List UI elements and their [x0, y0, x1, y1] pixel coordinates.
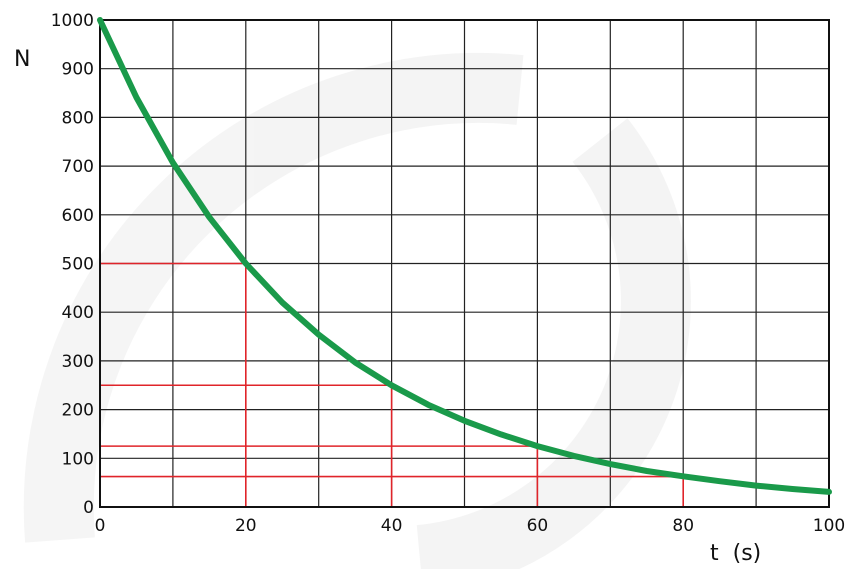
- y-tick-label: 300: [62, 352, 94, 372]
- x-tick-label: 20: [235, 516, 257, 536]
- y-tick-label: 100: [62, 449, 94, 469]
- x-tick-label: 100: [813, 516, 845, 536]
- y-tick-label: 900: [62, 60, 94, 80]
- x-tick-label: 0: [95, 516, 106, 536]
- y-tick-label: 700: [62, 157, 94, 177]
- y-tick-label: 500: [62, 255, 94, 275]
- y-axis-ticks: 0 100 200 300 400 500 600 700 800 900 1000: [51, 11, 94, 518]
- x-axis-label: t (s): [710, 541, 761, 566]
- watermark: [23, 53, 691, 569]
- y-tick-label: 0: [83, 498, 94, 518]
- y-tick-label: 200: [62, 401, 94, 421]
- x-axis-ticks: 0 20 40 60 80 100: [95, 516, 846, 536]
- x-tick-label: 80: [672, 516, 694, 536]
- y-tick-label: 1000: [51, 11, 94, 31]
- half-life-guides: [100, 262, 685, 507]
- x-tick-label: 60: [527, 516, 549, 536]
- plot-frame: [99, 19, 830, 508]
- y-tick-label: 600: [62, 206, 94, 226]
- decay-curve: [97, 17, 832, 495]
- y-axis-label: N: [14, 47, 30, 72]
- x-tick-label: 40: [381, 516, 403, 536]
- y-tick-label: 800: [62, 108, 94, 128]
- y-tick-label: 400: [62, 303, 94, 323]
- grid: [100, 20, 829, 507]
